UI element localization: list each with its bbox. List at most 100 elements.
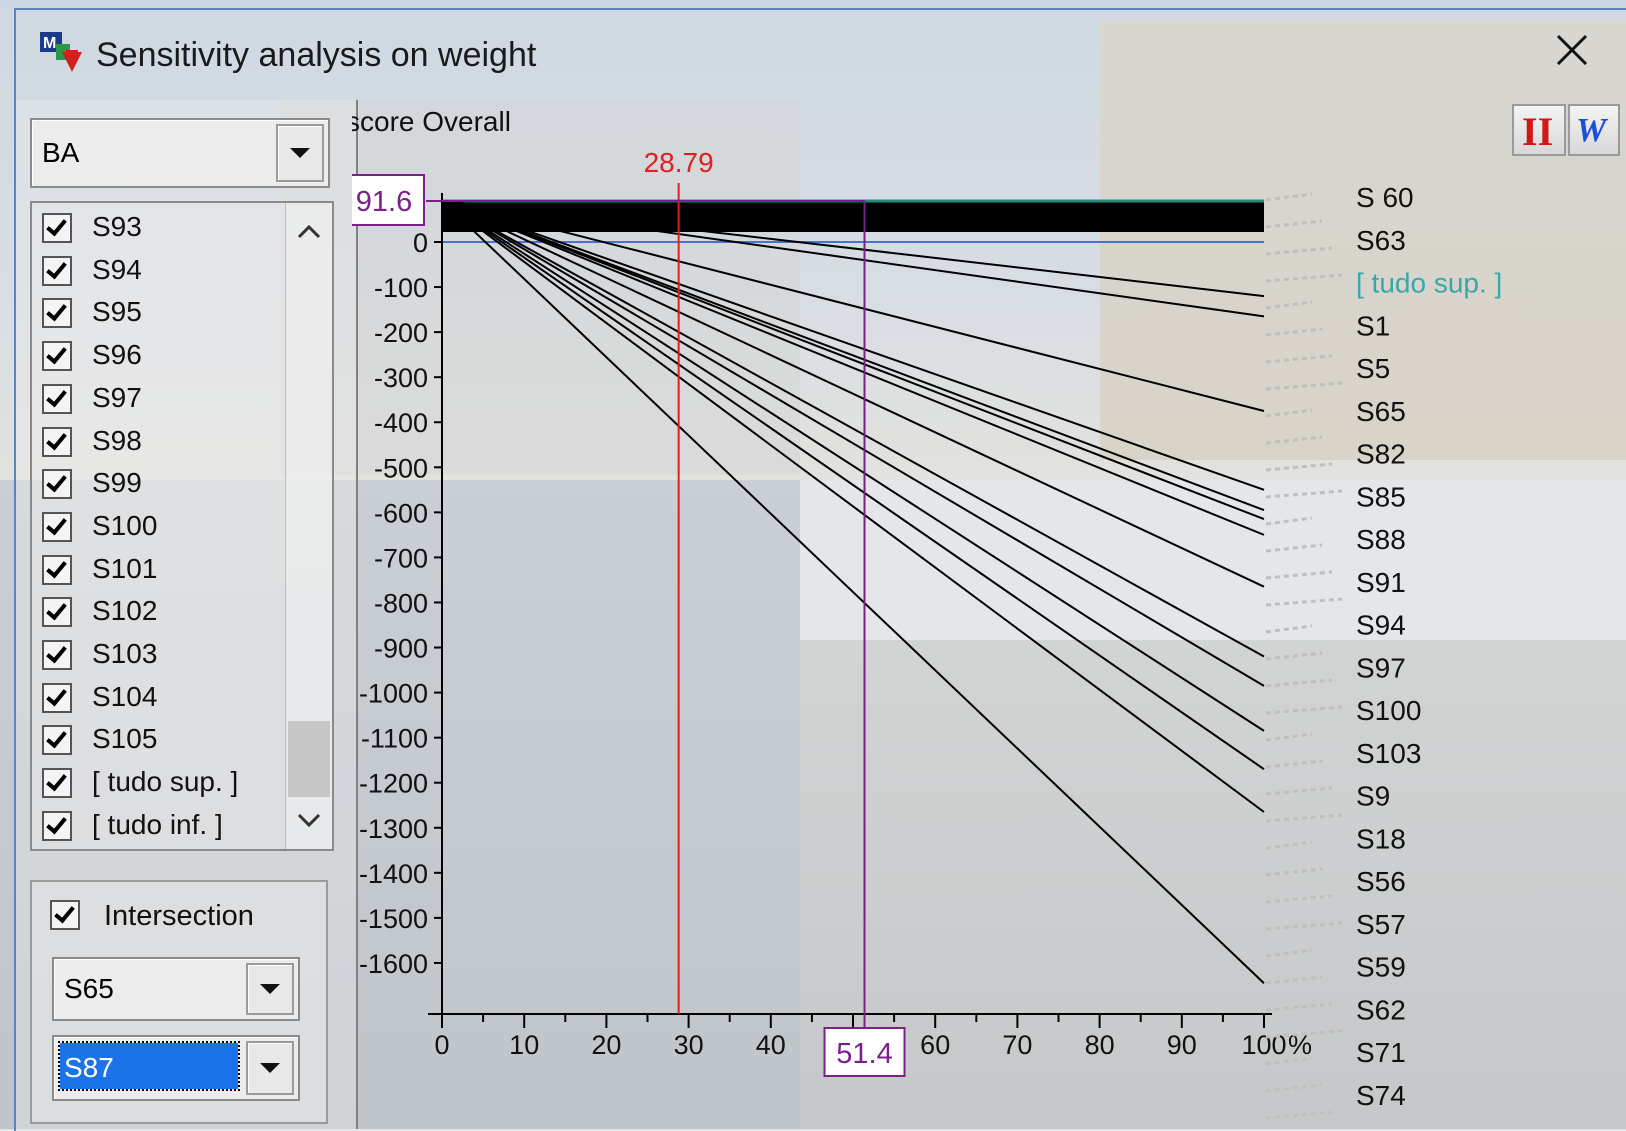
list-item[interactable]: [ tudo inf. ]	[38, 805, 298, 845]
list-item[interactable]: S100	[38, 506, 298, 546]
alternative-b-value: S87	[64, 1052, 114, 1083]
item-checkbox[interactable]	[42, 341, 72, 372]
item-checkbox[interactable]	[42, 768, 72, 799]
alternative-b-combo[interactable]: S87	[52, 1035, 300, 1101]
window-frame	[14, 8, 1626, 1131]
item-label: [ tudo sup. ]	[92, 766, 239, 798]
legend-label: S62	[1356, 994, 1406, 1025]
legend-leader	[1265, 219, 1323, 229]
item-checkbox[interactable]	[42, 426, 72, 457]
item-checkbox[interactable]	[42, 511, 72, 542]
bars-icon: II	[1522, 109, 1554, 154]
chevron-down-icon[interactable]	[246, 1041, 294, 1095]
series-line	[441, 199, 1265, 512]
x-tick-label: 60	[920, 1030, 950, 1060]
item-checkbox[interactable]	[42, 255, 72, 286]
intersection-checkbox[interactable]	[50, 900, 80, 930]
window-title: Sensitivity analysis on weight	[96, 36, 537, 74]
legend-leader	[1265, 732, 1313, 742]
list-item[interactable]: S94	[38, 250, 298, 290]
legend-label: S59	[1356, 952, 1406, 983]
y-tick-label: -1600	[359, 949, 428, 979]
y-tick-label: -1200	[359, 769, 428, 799]
x-tick-label: 20	[591, 1030, 621, 1060]
series-line	[441, 199, 1265, 298]
y-tick-label: -1500	[359, 904, 428, 934]
list-item[interactable]: S95	[38, 292, 298, 332]
item-checkbox[interactable]	[42, 810, 72, 841]
legend-leader	[1265, 678, 1333, 688]
legend-leader	[1265, 786, 1333, 796]
criterion-combo[interactable]: BA	[30, 118, 330, 188]
list-item[interactable]: S104	[38, 677, 298, 717]
series-line	[441, 199, 1265, 588]
selection-highlight	[58, 1041, 240, 1091]
list-item[interactable]: S99	[38, 463, 298, 503]
list-item[interactable]: S98	[38, 421, 298, 461]
scroll-thumb[interactable]	[288, 721, 330, 797]
legend-label: S71	[1356, 1037, 1406, 1068]
list-item[interactable]: [ tudo sup. ]	[38, 762, 298, 802]
legend-leader	[1265, 624, 1313, 634]
legend-leader	[1265, 948, 1313, 958]
item-label: S102	[92, 595, 158, 627]
x-tick-label: 80	[1085, 1030, 1115, 1060]
series-line	[441, 199, 1265, 771]
series-line	[441, 199, 1265, 732]
list-item[interactable]: S105	[38, 719, 298, 759]
legend-leader	[1265, 1083, 1323, 1093]
alternative-a-combo[interactable]: S65	[52, 957, 300, 1021]
y-tick-label: -1000	[359, 679, 428, 709]
list-scrollbar[interactable]	[285, 203, 332, 849]
item-checkbox[interactable]	[42, 682, 72, 713]
legend-label: S85	[1356, 481, 1406, 512]
item-label: S101	[92, 552, 158, 584]
series-line	[441, 199, 1265, 658]
item-checkbox[interactable]	[42, 597, 72, 628]
list-item[interactable]: S103	[38, 634, 298, 674]
alternatives-list[interactable]: S93 S94 S95 S96 S97 S98 S99 S100 S101 S102 S103 S10…	[30, 201, 334, 851]
legend-leader	[1265, 597, 1343, 607]
word-export-button[interactable]: W	[1568, 104, 1620, 156]
legend-leader	[1265, 840, 1313, 850]
legend-label: S63	[1356, 225, 1406, 256]
item-checkbox[interactable]	[42, 554, 72, 585]
series-line	[441, 199, 1265, 536]
app-icon: M	[38, 28, 90, 78]
criterion-combo-value: BA	[42, 137, 80, 168]
list-item[interactable]: S96	[38, 335, 298, 375]
list-item[interactable]: S93	[38, 207, 298, 247]
legend-label: S56	[1356, 866, 1406, 897]
item-checkbox[interactable]	[42, 213, 72, 243]
chart-mode-button[interactable]: II	[1512, 104, 1566, 156]
legend-leader	[1265, 1029, 1343, 1039]
list-item[interactable]: S102	[38, 591, 298, 631]
legend-leader	[1265, 489, 1343, 499]
item-label: S99	[92, 467, 142, 499]
legend-leader	[1265, 813, 1343, 823]
legend-leader	[1265, 894, 1333, 904]
list-item[interactable]: S97	[38, 378, 298, 418]
legend-label: S100	[1356, 695, 1421, 726]
legend-leader	[1265, 705, 1343, 715]
item-label: S95	[92, 296, 142, 328]
weight-value-label: 28.79	[644, 147, 714, 178]
item-label: S93	[92, 211, 142, 242]
item-checkbox[interactable]	[42, 383, 72, 414]
y-tick-label: -1400	[359, 859, 428, 889]
close-button[interactable]	[1552, 30, 1592, 70]
item-checkbox[interactable]	[42, 469, 72, 500]
chevron-down-icon[interactable]	[246, 963, 294, 1015]
legend-label: S97	[1356, 652, 1406, 683]
item-checkbox[interactable]	[42, 298, 72, 329]
legend-leader	[1265, 975, 1323, 985]
item-checkbox[interactable]	[42, 725, 72, 756]
scroll-up-button[interactable]	[286, 209, 332, 253]
list-item[interactable]: S101	[38, 549, 298, 589]
legend-leader	[1265, 570, 1333, 580]
chevron-down-icon[interactable]	[276, 124, 324, 182]
legend-label: S103	[1356, 738, 1421, 769]
legend-leader	[1265, 651, 1323, 661]
scroll-down-button[interactable]	[286, 799, 332, 843]
item-checkbox[interactable]	[42, 640, 72, 670]
